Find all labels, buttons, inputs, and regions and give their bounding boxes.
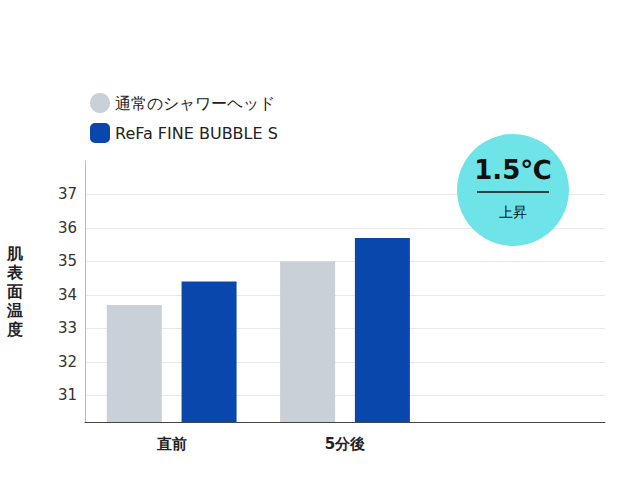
- svg-text:37: 37: [58, 185, 77, 203]
- svg-text:36: 36: [58, 219, 77, 237]
- svg-text:面: 面: [6, 282, 23, 301]
- svg-text:温: 温: [6, 301, 23, 320]
- svg-text:35: 35: [58, 252, 77, 270]
- svg-text:肌: 肌: [6, 244, 23, 263]
- svg-text:通常のシャワーヘッド: 通常のシャワーヘッド: [115, 94, 275, 113]
- svg-text:ReFa FINE BUBBLE S: ReFa FINE BUBBLE S: [115, 124, 278, 143]
- svg-text:度: 度: [6, 320, 23, 339]
- svg-text:直前: 直前: [156, 435, 187, 453]
- svg-text:31: 31: [58, 386, 77, 404]
- svg-text:33: 33: [58, 319, 77, 337]
- svg-text:5分後: 5分後: [325, 435, 365, 453]
- svg-text:上昇: 上昇: [499, 204, 527, 220]
- svg-text:1.5℃: 1.5℃: [474, 155, 552, 185]
- svg-text:表: 表: [6, 263, 24, 282]
- svg-text:32: 32: [58, 353, 77, 371]
- svg-text:34: 34: [58, 286, 77, 304]
